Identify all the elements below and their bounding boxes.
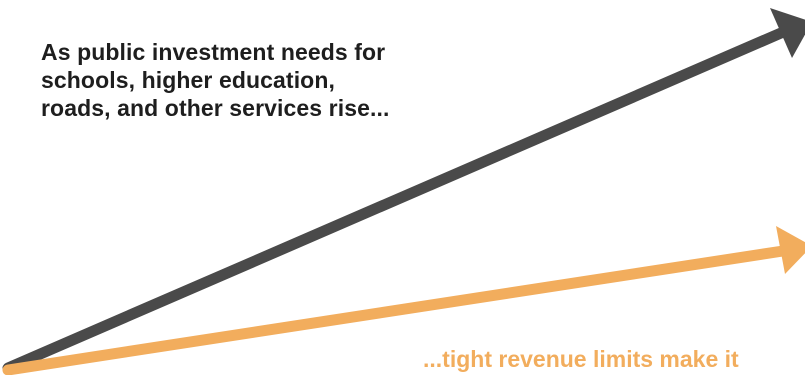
caption-line: roads, and other services rise... [41, 95, 390, 121]
caption-line: As public investment needs for [41, 39, 386, 65]
revenue-limits-arrow-shaft [2, 245, 789, 375]
investment-needs-arrow [2, 8, 805, 374]
revenue-limits-arrow [2, 226, 805, 375]
investment-needs-arrow-shaft [2, 27, 787, 374]
revenue-limits-caption: ...tight revenue limits make it [423, 346, 739, 372]
revenue-limits-arrow-head [776, 226, 805, 274]
investment-needs-arrow-head [770, 8, 805, 58]
caption-line: schools, higher education, [41, 67, 335, 93]
investment-needs-caption: As public investment needs for schools, … [41, 38, 501, 122]
